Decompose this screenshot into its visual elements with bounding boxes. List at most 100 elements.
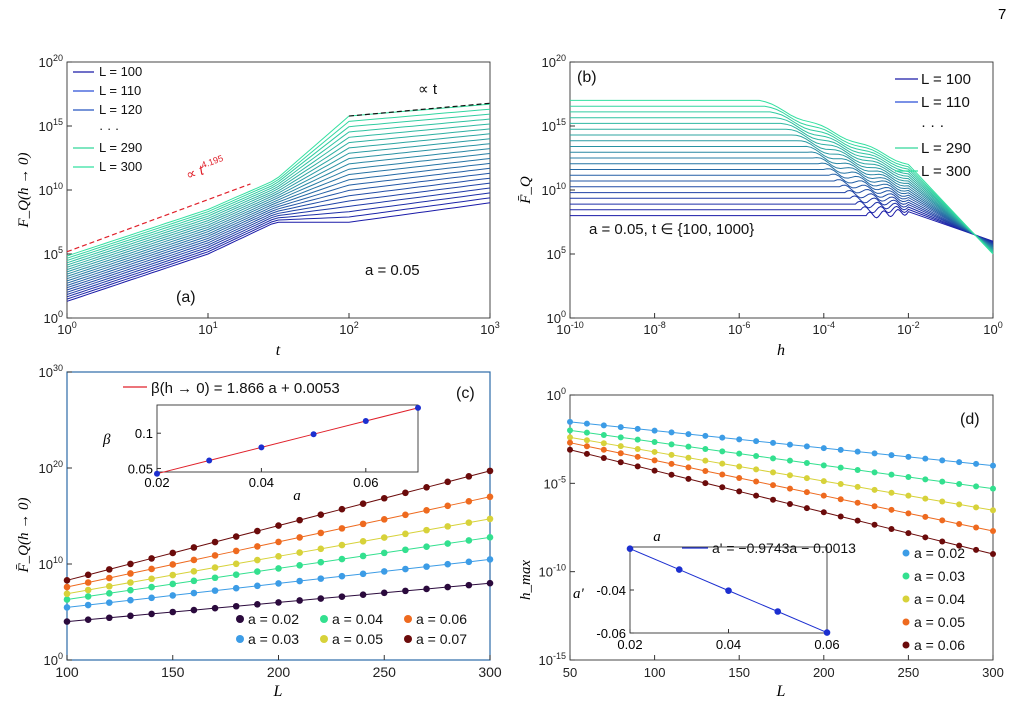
series-line — [570, 134, 994, 251]
data-point — [169, 571, 177, 579]
data-point — [232, 571, 240, 578]
data-point — [232, 560, 240, 568]
legend-entry: a = 0.04 — [914, 591, 965, 607]
data-point — [465, 581, 473, 589]
inset-data-point — [362, 418, 369, 425]
series-line — [66, 153, 491, 280]
x-tick-label: 10-4 — [813, 320, 835, 337]
y-axis-label: F_Q(h → 0) — [16, 153, 32, 229]
data-point — [63, 590, 71, 598]
data-point — [583, 450, 590, 457]
data-point — [127, 579, 134, 586]
panel-label: (b) — [577, 69, 597, 86]
data-point — [84, 593, 92, 600]
data-point — [317, 595, 325, 602]
legend-entry: L = 300 — [921, 163, 971, 180]
data-point — [871, 469, 878, 476]
data-point — [296, 577, 303, 585]
data-point — [169, 592, 177, 599]
data-point — [444, 560, 452, 568]
data-point — [169, 608, 177, 616]
inset-data-point — [310, 431, 317, 438]
data-point — [719, 460, 726, 467]
data-point — [871, 486, 878, 493]
data-point — [617, 459, 624, 466]
data-point — [973, 483, 980, 490]
data-point — [486, 493, 494, 501]
x-tick-label: 100 — [55, 664, 79, 680]
data-point — [63, 583, 71, 591]
inset-x-tick-label: 0.02 — [144, 475, 169, 490]
data-point — [820, 492, 827, 499]
data-point — [402, 587, 409, 595]
data-point — [583, 437, 590, 444]
data-point — [668, 451, 675, 458]
data-point — [317, 545, 325, 553]
data-point — [922, 455, 929, 462]
data-point — [232, 602, 240, 610]
legend-marker — [902, 572, 910, 580]
y-tick-label: 105 — [547, 245, 566, 262]
data-point — [190, 589, 198, 597]
data-point — [106, 589, 113, 597]
legend-entry: a = 0.05 — [332, 631, 383, 647]
data-point — [148, 594, 155, 602]
data-point — [634, 436, 641, 443]
data-point — [338, 505, 346, 513]
data-point — [854, 499, 861, 506]
y-tick-label: 10-10 — [539, 563, 566, 580]
data-point — [84, 601, 92, 609]
inset-fit-label: β(h → 0) = 1.866 a + 0.0053 — [151, 380, 340, 397]
data-point — [905, 453, 912, 460]
data-point — [106, 574, 113, 582]
data-point — [380, 494, 388, 502]
x-tick-label: 200 — [813, 665, 835, 680]
legend-entry: a = 0.02 — [914, 545, 965, 561]
data-point — [905, 492, 912, 499]
data-point — [63, 618, 71, 625]
data-point — [820, 445, 827, 452]
data-point — [888, 506, 895, 513]
data-point — [753, 492, 760, 499]
series-line — [66, 192, 491, 298]
legend-entry: a = 0.06 — [914, 637, 965, 653]
legend-entry: a = 0.03 — [914, 568, 965, 584]
x-tick-label: 250 — [898, 665, 920, 680]
data-point — [854, 483, 861, 490]
annotation-a: a = 0.05 — [365, 262, 420, 279]
series-line — [570, 200, 994, 243]
legend-entry: L = 100 — [99, 64, 142, 79]
data-point — [922, 495, 929, 502]
data-point — [956, 542, 963, 549]
inset-data-point — [675, 566, 683, 573]
data-point — [668, 429, 675, 436]
data-point — [634, 463, 641, 470]
annotation-t: ∝ t — [418, 81, 438, 98]
data-point — [254, 527, 261, 535]
inset-data-point — [206, 457, 213, 464]
data-point — [402, 489, 409, 497]
x-tick-label: 100 — [644, 665, 666, 680]
data-point — [402, 530, 409, 538]
data-point — [837, 513, 844, 520]
data-point — [634, 453, 641, 460]
y-tick-label: 1010 — [39, 181, 63, 198]
data-point — [803, 505, 810, 512]
data-point — [753, 466, 760, 473]
legend-marker — [320, 615, 328, 623]
data-point — [127, 586, 134, 594]
data-point — [254, 601, 261, 608]
x-tick-label: 300 — [478, 664, 502, 680]
series-line — [66, 162, 491, 284]
data-point — [905, 473, 912, 480]
series-line — [66, 118, 491, 264]
series-line — [570, 140, 994, 250]
data-point — [254, 568, 261, 575]
data-point — [296, 549, 303, 556]
annotation-a: a = 0.05, t ∈ {100, 1000} — [589, 221, 754, 238]
x-tick-label: 10-2 — [897, 320, 919, 337]
data-point — [583, 429, 590, 436]
data-point — [770, 496, 777, 503]
x-tick-label: 150 — [161, 664, 185, 680]
data-point — [786, 457, 793, 464]
